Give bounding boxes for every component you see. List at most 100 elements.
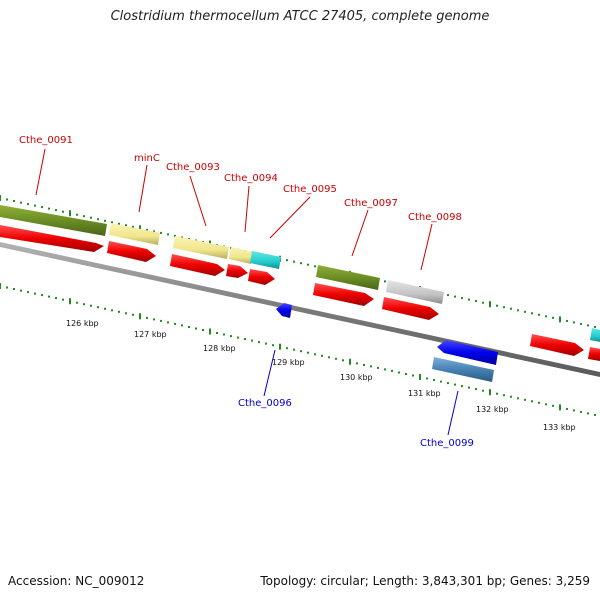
minor-tick <box>503 394 505 397</box>
minor-tick <box>132 225 134 228</box>
cds-arrow[interactable] <box>0 225 104 252</box>
major-tick <box>349 358 351 365</box>
minor-tick <box>454 383 456 386</box>
minor-tick <box>405 373 407 375</box>
minor-tick <box>566 407 568 410</box>
cds-arrow[interactable] <box>107 241 156 262</box>
minor-tick <box>328 356 330 359</box>
minor-tick <box>188 326 190 328</box>
minor-tick <box>384 280 386 283</box>
minor-tick <box>265 342 267 345</box>
minor-tick <box>468 386 470 389</box>
edge-cyan-feature[interactable] <box>590 328 600 342</box>
minor-tick <box>286 347 288 350</box>
gene-label-cthe-0095[interactable]: Cthe_0095 <box>283 184 337 195</box>
minor-tick <box>433 379 435 381</box>
minor-tick <box>62 210 64 213</box>
minor-tick <box>132 313 134 316</box>
cthe-0096-feature[interactable] <box>276 303 292 318</box>
cds-arrow[interactable] <box>226 264 248 278</box>
minor-tick <box>524 310 526 313</box>
cthe-0091-feature[interactable] <box>0 205 107 236</box>
minor-tick <box>230 335 232 338</box>
major-tick <box>69 298 71 305</box>
minor-tick <box>146 228 148 231</box>
minor-tick <box>300 262 302 265</box>
cds-arrow[interactable] <box>382 297 439 320</box>
minor-tick <box>20 201 22 204</box>
minor-tick <box>125 224 127 227</box>
minor-tick <box>104 307 106 310</box>
minor-tick <box>118 310 120 313</box>
minor-tick <box>587 324 589 327</box>
minor-tick <box>496 392 498 395</box>
gene-label-cthe-0097[interactable]: Cthe_0097 <box>344 198 398 209</box>
minor-tick <box>314 353 316 356</box>
tick-label-126: 126 kbp <box>66 319 99 328</box>
cds-arrow[interactable] <box>170 254 225 276</box>
label-pointers-forward <box>35 148 433 271</box>
cthe-0098-feature[interactable] <box>386 280 444 304</box>
cthe-0099-cds-arrow[interactable] <box>437 340 498 365</box>
minor-tick <box>510 395 512 398</box>
accession-text: Accession: NC_009012 <box>8 574 145 588</box>
minor-tick <box>97 306 99 309</box>
minor-tick <box>447 294 449 297</box>
cthe-0099-feature[interactable] <box>432 357 494 382</box>
minor-tick <box>496 304 498 307</box>
gene-label-cthe-0096[interactable]: Cthe_0096 <box>238 398 292 409</box>
minor-tick <box>34 292 36 295</box>
cds-arrow[interactable] <box>530 334 584 356</box>
minor-tick <box>195 327 197 330</box>
gene-label-cthe-0098[interactable]: Cthe_0098 <box>408 212 462 223</box>
minor-tick <box>181 324 183 327</box>
minor-tick <box>111 309 113 312</box>
gene-label-cthe-0094[interactable]: Cthe_0094 <box>224 173 278 184</box>
gene-label-cthe-0093[interactable]: Cthe_0093 <box>166 162 220 173</box>
minor-tick <box>111 221 113 224</box>
minor-tick <box>83 215 85 218</box>
minor-tick <box>293 348 295 351</box>
forward-cds-arrows <box>0 225 600 361</box>
minc-feature[interactable] <box>109 223 160 245</box>
minor-tick <box>594 325 596 328</box>
cthe-0095-feature[interactable] <box>250 251 281 269</box>
cds-arrow[interactable] <box>588 347 600 361</box>
cthe-0097-feature[interactable] <box>316 265 380 290</box>
minor-tick <box>216 332 218 334</box>
gene-label-cthe-0091[interactable]: Cthe_0091 <box>19 135 73 146</box>
minor-tick <box>538 401 540 404</box>
tick-label-130: 130 kbp <box>340 373 373 382</box>
minor-tick <box>391 369 393 372</box>
cds-arrow[interactable] <box>248 269 275 285</box>
forward-features-upper <box>0 205 600 342</box>
minor-tick <box>531 312 533 315</box>
minor-tick <box>55 297 57 300</box>
gene-label-cthe-0099[interactable]: Cthe_0099 <box>420 438 474 449</box>
genome-title: Clostridium thermocellum ATCC 27405, com… <box>110 9 490 24</box>
gene-label-minc[interactable]: minC <box>134 153 160 164</box>
gene-labels: Cthe_0091 minC Cthe_0093 Cthe_0094 Cthe_… <box>19 135 474 449</box>
minor-tick <box>587 412 589 415</box>
minor-tick <box>118 222 120 225</box>
minor-tick <box>377 366 379 369</box>
minor-tick <box>468 298 470 301</box>
cds-arrow[interactable] <box>313 283 374 306</box>
major-tick <box>489 389 491 396</box>
minor-tick <box>335 357 337 360</box>
minor-tick <box>90 304 92 307</box>
minor-tick <box>27 291 29 294</box>
cthe-0093-feature[interactable] <box>173 236 229 259</box>
minor-tick <box>461 385 463 388</box>
minor-tick <box>167 233 169 236</box>
tick-label-132: 132 kbp <box>476 405 509 414</box>
cthe-0094-feature[interactable] <box>229 247 253 264</box>
minor-tick <box>517 309 519 312</box>
minor-tick <box>412 374 414 377</box>
minor-tick <box>594 413 596 416</box>
minor-tick <box>48 295 50 298</box>
minor-tick <box>307 263 309 266</box>
major-tick <box>559 404 561 411</box>
major-tick <box>139 225 141 232</box>
minor-tick <box>356 362 358 365</box>
